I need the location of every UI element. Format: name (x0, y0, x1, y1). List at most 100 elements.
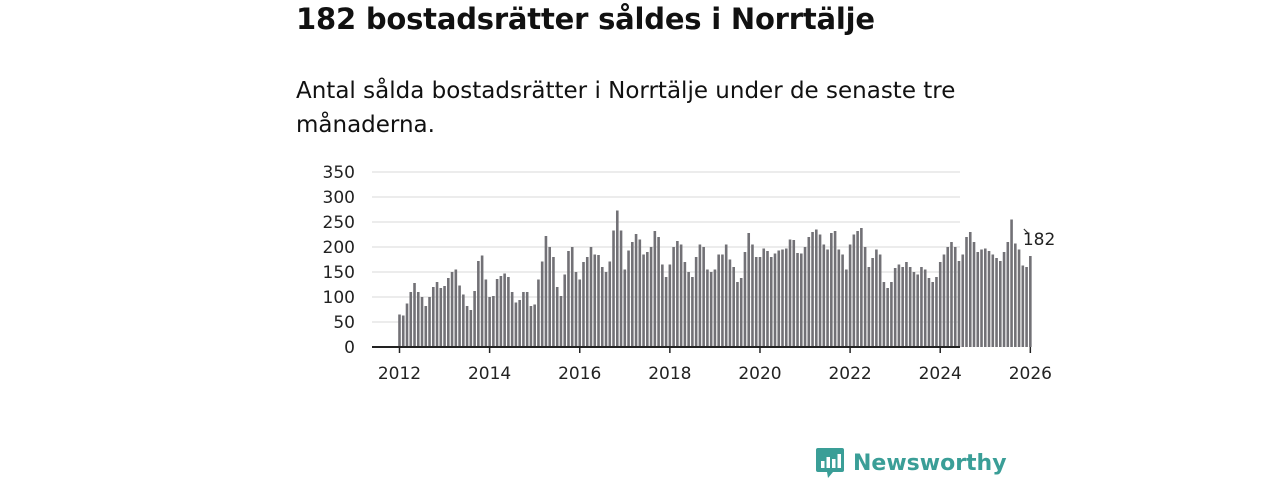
bar (435, 282, 439, 347)
bar (458, 285, 461, 347)
bar (559, 296, 563, 347)
bar (739, 278, 743, 347)
bar (717, 254, 720, 347)
bar (646, 252, 649, 347)
bar (604, 272, 608, 347)
bar (935, 277, 938, 347)
bar (443, 286, 446, 347)
bar (946, 247, 950, 347)
bar (642, 254, 645, 347)
brand-logo: Newsworthy (815, 446, 1007, 480)
bar (473, 291, 476, 347)
bar (920, 267, 923, 347)
y-tick-label: 50 (333, 313, 355, 333)
bar (957, 261, 961, 347)
bar (619, 230, 623, 347)
x-tick-label: 2012 (378, 364, 421, 384)
bar (398, 314, 401, 347)
bar (552, 257, 555, 347)
x-tick-label: 2016 (558, 364, 601, 384)
bar (1029, 256, 1032, 347)
bar (803, 247, 807, 347)
bar (758, 257, 762, 347)
bar (567, 251, 570, 347)
bar (788, 239, 792, 347)
bar (796, 253, 799, 347)
bar (420, 297, 424, 347)
bar (833, 231, 837, 347)
bar (555, 287, 559, 347)
bar (484, 279, 488, 347)
x-tick-label: 2020 (738, 364, 781, 384)
bar (983, 248, 987, 347)
bar (522, 292, 525, 347)
y-tick-label: 300 (323, 188, 355, 208)
annotation-leader (1023, 228, 1029, 234)
bar (871, 258, 874, 347)
bar (495, 279, 499, 347)
bar (668, 264, 672, 347)
bar (507, 277, 510, 347)
bar (751, 244, 754, 347)
bar (548, 247, 551, 347)
bar (841, 254, 844, 347)
bar (1017, 249, 1021, 347)
bar (661, 264, 664, 347)
bar (916, 274, 919, 347)
bar (766, 251, 769, 347)
bar (679, 244, 683, 347)
bar (728, 259, 732, 347)
bar (574, 272, 578, 347)
highlight-value-label: 182 (1023, 230, 1055, 250)
bar (431, 287, 435, 347)
bar (683, 262, 687, 347)
bar (409, 292, 413, 347)
y-tick-label: 350 (323, 163, 355, 183)
bar (886, 288, 889, 347)
bar (439, 288, 443, 347)
bar (867, 267, 871, 347)
bar (676, 241, 679, 347)
bar (563, 274, 567, 347)
x-tick-label: 2018 (648, 364, 691, 384)
bar (845, 269, 848, 347)
bar (815, 229, 818, 347)
bar (856, 231, 859, 347)
x-tick-label: 2026 (1009, 364, 1052, 384)
bar (664, 277, 668, 347)
bar (736, 282, 739, 347)
x-tick-label: 2022 (828, 364, 871, 384)
bar (950, 242, 953, 347)
bar (462, 294, 465, 347)
bar (852, 234, 856, 347)
bar (965, 237, 968, 347)
bar (901, 267, 904, 347)
bar (477, 261, 480, 347)
bar (799, 253, 803, 347)
x-tick-label: 2014 (468, 364, 511, 384)
bar (1025, 267, 1028, 347)
bar (721, 254, 724, 347)
bar (687, 272, 690, 347)
bar (585, 257, 589, 347)
bar (691, 277, 694, 347)
bar (860, 228, 863, 347)
bar (529, 306, 533, 347)
bar (713, 269, 717, 347)
bar (754, 257, 758, 347)
bar (413, 283, 416, 347)
bar (968, 232, 972, 347)
bar (537, 279, 540, 347)
bar (540, 261, 544, 347)
bar (615, 210, 619, 347)
bar (416, 292, 420, 347)
bar (991, 254, 995, 347)
bar (514, 302, 518, 347)
bar (706, 269, 709, 347)
bar (1006, 242, 1010, 347)
bar (931, 282, 935, 347)
bar (428, 297, 431, 347)
bar (480, 255, 484, 347)
bar (999, 261, 1002, 347)
